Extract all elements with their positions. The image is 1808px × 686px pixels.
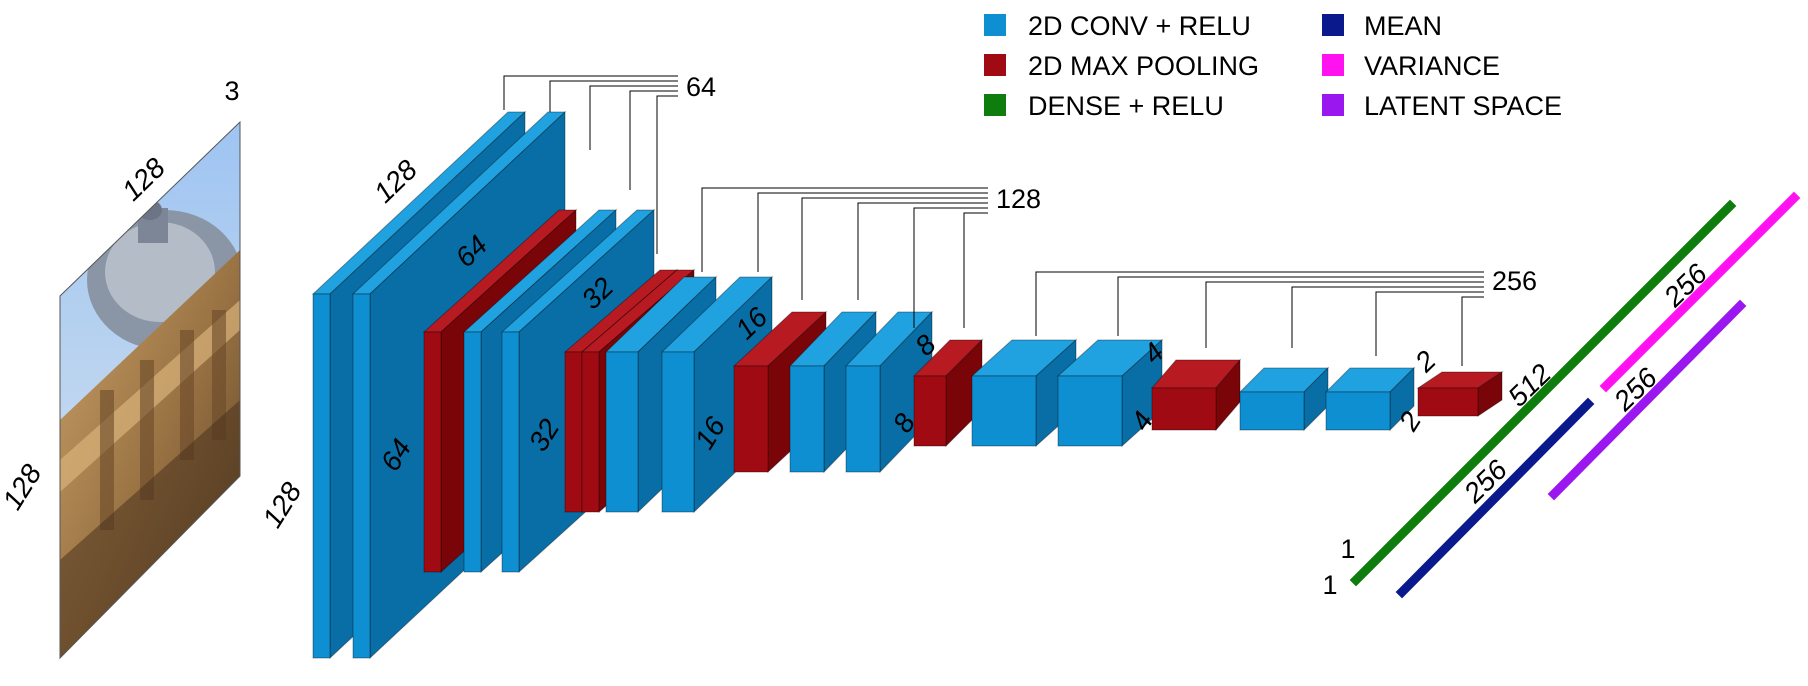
channel-brackets [503, 75, 1484, 366]
block-front-face [733, 365, 769, 473]
bracket-block3-line-5 [1375, 291, 1484, 356]
pool-block-16 [1150, 358, 1242, 432]
bracket-block2-line-2 [757, 192, 988, 272]
conv-block-15 [1056, 338, 1164, 448]
pool-block-19 [1416, 371, 1504, 417]
block-front-face [913, 375, 947, 447]
bracket-block2-line-3 [801, 197, 988, 300]
legend-label-latent: LATENT SPACE [1364, 91, 1562, 121]
bracket-block3-line-4 [1291, 286, 1484, 348]
legend-swatch-dense [984, 94, 1006, 116]
block-front-face [1325, 391, 1391, 431]
block-front-face [661, 351, 695, 513]
bracket-block2-line-4 [857, 202, 988, 300]
variance-bar [1599, 191, 1801, 393]
bracket-block3-line-1 [1035, 271, 1484, 336]
legend-swatch-conv [984, 14, 1006, 36]
block3-channels-label: 256 [1492, 266, 1537, 296]
conv-block-9 [660, 275, 774, 514]
encoder-blocks [311, 110, 1504, 660]
latent-bar [1547, 299, 1747, 501]
conv-block-12 [844, 310, 934, 474]
block-front-face [581, 351, 600, 513]
input-height-label: 128 [0, 459, 48, 515]
bracket-block2-line-5 [913, 207, 988, 328]
dense-one-label-b: 1 [1322, 570, 1337, 600]
bracket-block1-line-4 [629, 90, 678, 190]
dense-one-label-a: 1 [1340, 534, 1355, 564]
input-channels-label: 3 [224, 76, 239, 106]
block-front-face [605, 351, 639, 513]
legend-swatch-pool [984, 54, 1006, 76]
conv-block-17 [1238, 366, 1330, 432]
dense-relu-bar [1349, 199, 1737, 587]
dense-layers [1349, 191, 1801, 599]
block-front-face [1057, 375, 1123, 447]
block-front-face [1151, 387, 1217, 431]
bracket-block3-line-6 [1461, 296, 1484, 366]
block-front-face [971, 375, 1037, 447]
block2-channels-label: 128 [996, 184, 1041, 214]
bracket-block3-line-3 [1205, 281, 1484, 348]
legend-swatch-latent [1322, 94, 1344, 116]
legend-label-pool: 2D MAX POOLING [1028, 51, 1259, 81]
legend-swatch-variance [1322, 54, 1344, 76]
block-front-face [1239, 391, 1305, 431]
bracket-block2-line-1 [701, 187, 988, 272]
pool-block-13 [912, 338, 984, 448]
dense-units-label: 512 [1502, 357, 1557, 412]
legend-label-dense: DENSE + RELU [1028, 91, 1224, 121]
bracket-block1-line-2 [549, 80, 678, 112]
legend-label-mean: MEAN [1364, 11, 1442, 41]
latent-units-label: 256 [1607, 361, 1663, 417]
block-front-face [845, 365, 881, 473]
block-front-face [312, 293, 331, 659]
bracket-block1-line-3 [589, 85, 678, 150]
conv-block-14 [970, 338, 1078, 448]
block-front-face [564, 351, 583, 513]
block1-height-label: 128 [256, 477, 307, 533]
bracket-block1-line-1 [503, 75, 678, 110]
conv-block-18 [1324, 366, 1416, 432]
mean-bar [1395, 397, 1595, 599]
block-front-face [1417, 387, 1479, 417]
block-front-face [789, 365, 825, 473]
input-image [59, 120, 241, 660]
legend: 2D CONV + RELU 2D MAX POOLING DENSE + RE… [984, 11, 1562, 121]
legend-label-variance: VARIANCE [1364, 51, 1500, 81]
legend-swatch-mean [1322, 14, 1344, 36]
bracket-block3-line-2 [1117, 276, 1484, 336]
block-front-face [463, 331, 482, 573]
block1-channels-label: 64 [686, 72, 716, 102]
bracket-block2-line-6 [963, 212, 988, 328]
block-front-face [501, 331, 520, 573]
block-front-face [352, 293, 371, 659]
mean-units-label: 256 [1457, 453, 1513, 509]
block-front-face [423, 331, 442, 573]
legend-label-conv: 2D CONV + RELU [1028, 11, 1251, 41]
bracket-block1-line-5 [656, 95, 678, 254]
